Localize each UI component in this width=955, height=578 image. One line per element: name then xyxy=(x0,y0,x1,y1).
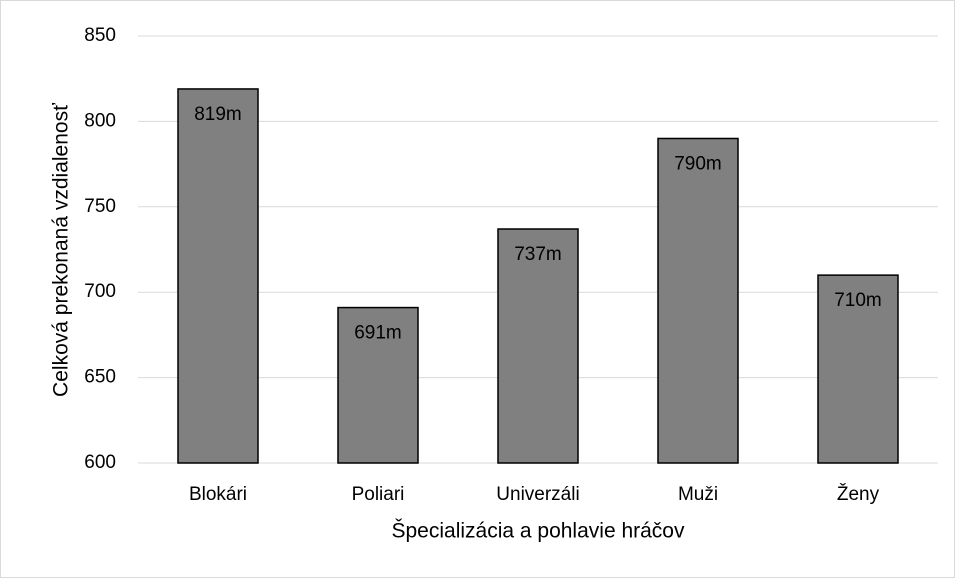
value-label: 819m xyxy=(194,104,242,125)
x-tick-label: Muži xyxy=(678,484,718,505)
bar xyxy=(497,228,579,464)
value-label: 710m xyxy=(834,290,882,311)
value-label: 691m xyxy=(354,323,402,344)
bar xyxy=(657,137,739,464)
x-axis-label: Špecializácia a pohlavie hráčov xyxy=(391,520,685,543)
x-tick-label: Blokári xyxy=(189,484,247,505)
y-tick-label: 650 xyxy=(84,367,116,388)
bar xyxy=(337,306,419,464)
value-label: 790m xyxy=(674,153,722,174)
x-tick-label: Ženy xyxy=(837,483,880,505)
y-tick-label: 700 xyxy=(84,281,116,302)
y-tick-label: 750 xyxy=(84,196,116,217)
x-tick-label: Univerzáli xyxy=(496,484,579,505)
y-tick-label: 600 xyxy=(84,452,116,473)
bar xyxy=(817,274,899,464)
y-tick-label: 850 xyxy=(84,25,116,46)
y-tick-label: 800 xyxy=(84,110,116,131)
y-axis-label: Celková prekonaná vzdialenosť xyxy=(50,102,73,397)
x-tick-label: Poliari xyxy=(352,484,405,505)
value-label: 737m xyxy=(514,244,562,265)
bar xyxy=(177,88,259,464)
